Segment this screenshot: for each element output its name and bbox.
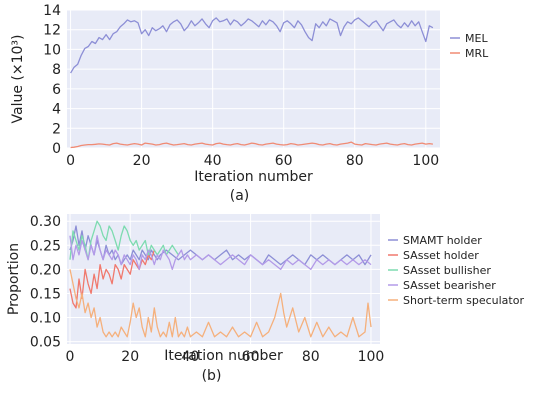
y-tick-label: 0.30: [30, 214, 61, 230]
panel-caption: (a): [230, 188, 250, 204]
x-tick-label: 100: [358, 349, 385, 365]
legend-label: SAsset bullisher: [403, 264, 491, 277]
y-tick-label: 0.25: [30, 238, 61, 254]
y-tick-label: 0: [52, 141, 61, 157]
panel-caption: (b): [202, 368, 222, 384]
legend-label: MRL: [465, 47, 489, 60]
x-tick-label: 80: [302, 349, 320, 365]
y-axis-label: Proportion: [6, 243, 22, 315]
legend-label: SMAMT holder: [403, 234, 482, 247]
x-tick-label: 40: [181, 349, 199, 365]
x-tick-label: 40: [204, 153, 222, 169]
y-tick-label: 10: [43, 42, 61, 58]
legend-label: SAsset holder: [403, 249, 479, 262]
y-tick-label: 2: [52, 121, 61, 137]
legend-label: Short-term speculator: [403, 294, 524, 307]
y-axis-label: Value (×10³): [10, 35, 26, 124]
legend-label: SAsset bearisher: [403, 279, 496, 292]
y-tick-label: 14: [43, 3, 61, 19]
x-tick-label: 0: [66, 153, 75, 169]
chart-1: 0 20 40 60 80 100 0.05 0.10 0.15 0.20 0.25 0.30 Iter…: [6, 214, 524, 384]
y-tick-label: 6: [52, 82, 61, 98]
y-tick-label: 0.05: [30, 335, 61, 351]
series-line-mrl: [70, 141, 433, 149]
x-tick-label: 60: [275, 153, 293, 169]
x-tick-label: 60: [242, 349, 260, 365]
x-axis-label: Iteration number: [164, 348, 283, 364]
plot-area: [67, 10, 440, 148]
x-tick-label: 80: [346, 153, 364, 169]
x-axis-label: Iteration number: [194, 169, 313, 185]
series-line-short-term-speculator: [69, 269, 372, 338]
y-tick-label: 4: [52, 102, 61, 118]
x-tick-label: 100: [412, 153, 439, 169]
plot-area: [67, 214, 380, 344]
x-tick-label: 0: [66, 349, 75, 365]
y-tick-label: 12: [43, 23, 61, 39]
x-tick-label: 20: [133, 153, 151, 169]
series-line-mel: [70, 17, 434, 74]
x-tick-label: 20: [121, 349, 139, 365]
series-line-sasset-bearisher: [69, 235, 372, 271]
y-tick-label: 0.15: [30, 286, 61, 302]
y-tick-label: 0.10: [30, 311, 61, 327]
legend-label: MEL: [465, 32, 488, 45]
y-tick-label: 0.20: [30, 262, 61, 278]
y-tick-label: 8: [52, 62, 61, 78]
